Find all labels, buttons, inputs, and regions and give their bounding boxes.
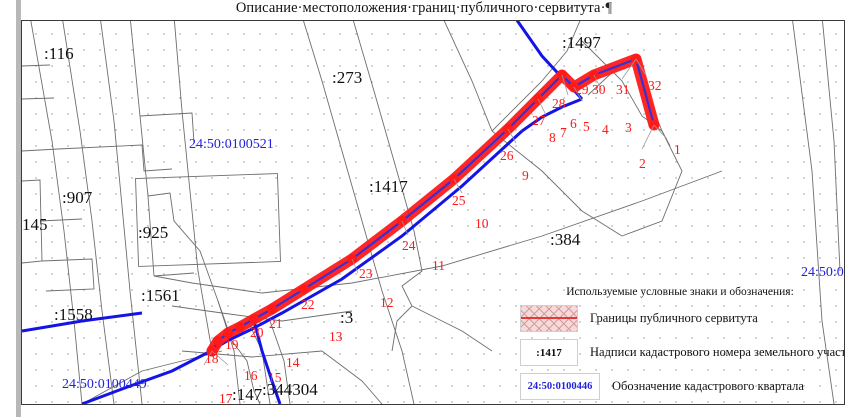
parcel-number-label: 145 <box>22 215 48 234</box>
legend-row: 24:50:0100446 Обозначение кадастрового кв… <box>520 373 844 400</box>
legend-label: Надписи кадастрового номера земельного у… <box>590 345 845 359</box>
servitude-point-label: 30 <box>592 82 606 97</box>
servitude-point-label: 12 <box>380 295 394 310</box>
legend-title: Используемые условные знаки и обозначени… <box>566 286 794 298</box>
parcel-number-label: :116 <box>44 44 74 63</box>
cadastral-quarter-label: 24:50:0100449 <box>62 377 147 392</box>
servitude-point-label: 8 <box>549 130 556 145</box>
servitude-point-label: 1 <box>674 142 681 157</box>
servitude-point-label: 15 <box>268 370 282 385</box>
servitude-point-label: 6 <box>570 116 577 131</box>
legend-row: :1417 Надписи кадастрового номера земельн… <box>520 339 845 366</box>
parcel-number-label: :384 <box>550 230 581 249</box>
servitude-point-label: 14 <box>286 355 300 370</box>
parcel-number-label: :147 <box>232 385 263 404</box>
servitude-point-label: 31 <box>616 82 630 97</box>
servitude-point-label: 5 <box>583 119 590 134</box>
vertex-leader-lines <box>203 58 668 366</box>
cadastral-map: :116:907 145:925:1561:1558:273:1417:1497:… <box>21 20 845 405</box>
servitude-point-label: 22 <box>301 297 315 312</box>
servitude-point-label: 9 <box>522 168 529 183</box>
servitude-point-label: 26 <box>500 148 514 163</box>
servitude-point-label: 11 <box>432 258 445 273</box>
page-title-text: Описание·местоположения·границ·публичног… <box>235 0 606 16</box>
cadastral-quarter-label: 24:50:0100521 <box>189 137 274 152</box>
servitude-point-label: 10 <box>475 216 489 231</box>
legend-swatch-boxed-q: 24:50:0100446 <box>520 373 600 400</box>
parcel-number-label: :1417 <box>369 177 408 196</box>
parcel-number-label: :1497 <box>562 33 601 52</box>
legend-swatch-boxed: :1417 <box>520 339 578 366</box>
map-legend: Используемые условные знаки и обозначени… <box>520 286 845 400</box>
servitude-point-label: 23 <box>359 266 373 281</box>
servitude-point-label: 7 <box>560 125 567 140</box>
servitude-point-label: 4 <box>602 122 609 137</box>
parcel-number-label: :273 <box>332 68 363 87</box>
servitude-vertices <box>206 54 659 357</box>
cadastral-quarter-label: 24:50:0100446 <box>801 265 844 280</box>
public-servitude-corridor <box>203 53 668 366</box>
legend-swatch-hatch <box>520 305 578 332</box>
quarter-boundary-lines <box>22 21 584 404</box>
legend-rows: Границы публичного сервитута :1417 Надписи… <box>520 305 845 400</box>
parcel-number-label: :907 <box>62 188 93 207</box>
parcel-number-label: :1561 <box>141 286 180 305</box>
servitude-point-label: 13 <box>329 329 343 344</box>
servitude-point-label: 2 <box>639 156 646 171</box>
servitude-point-label: 17 <box>219 391 233 405</box>
parcel-number-label: :3 <box>340 308 354 327</box>
servitude-point-label: 3 <box>625 120 632 135</box>
page-margin-bar <box>16 0 21 417</box>
parcel-number-label: :344304 <box>262 380 318 399</box>
servitude-point-label: 18 <box>205 351 219 366</box>
pilcrow-mark: ¶ <box>605 0 613 16</box>
page-title: Описание·местоположения·границ·публичног… <box>0 0 848 20</box>
servitude-point-label: 21 <box>269 316 283 331</box>
parcel-number-label: :1558 <box>54 305 93 324</box>
legend-row: Границы публичного сервитута <box>520 305 844 332</box>
legend-label: Обозначение кадастрового квартала <box>612 379 804 393</box>
map-dot-grid <box>22 21 844 404</box>
servitude-point-label: 29 <box>575 82 589 97</box>
map-vector-layer <box>22 21 841 404</box>
servitude-point-label: 27 <box>532 113 546 128</box>
legend-label: Границы публичного сервитута <box>590 311 758 325</box>
servitude-point-label: 32 <box>648 78 662 93</box>
servitude-point-label: 25 <box>452 193 466 208</box>
servitude-point-label: 19 <box>225 337 239 352</box>
servitude-point-label: 16 <box>244 368 258 383</box>
servitude-point-label: 24 <box>402 238 416 253</box>
servitude-point-label: 20 <box>250 325 264 340</box>
parcel-number-label: :925 <box>138 223 169 242</box>
servitude-point-label: 28 <box>552 96 566 111</box>
